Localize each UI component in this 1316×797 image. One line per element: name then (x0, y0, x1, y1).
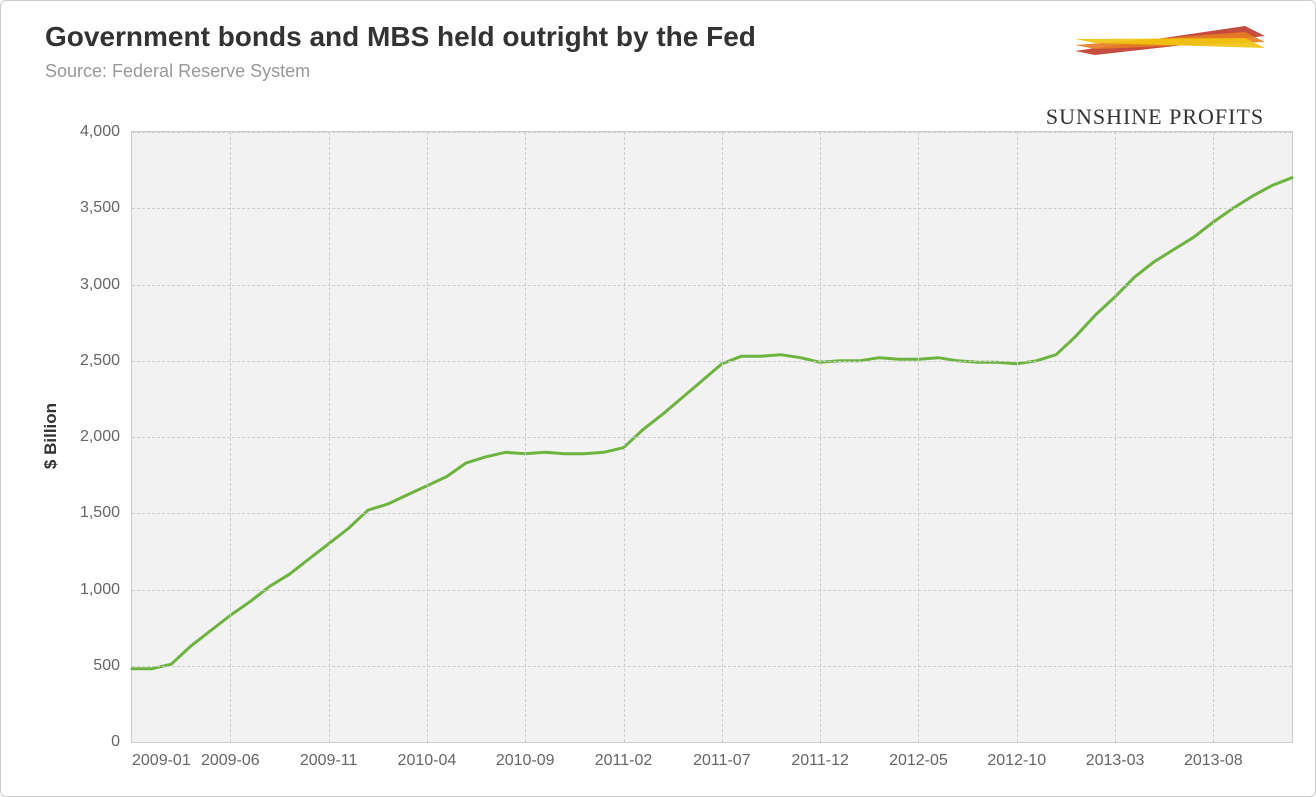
gridline-horizontal (132, 285, 1292, 286)
chart-subtitle: Source: Federal Reserve System (45, 61, 310, 82)
x-tick-label: 2012-10 (987, 752, 1046, 770)
logo-swoosh-icon (1015, 21, 1295, 61)
y-tick-label: 3,500 (80, 199, 120, 217)
gridline-horizontal (132, 590, 1292, 591)
gridline-vertical (1115, 132, 1116, 742)
gridline-horizontal (132, 666, 1292, 667)
x-tick-label: 2011-12 (791, 752, 849, 770)
y-tick-label: 2,500 (80, 352, 120, 370)
gridline-vertical (230, 132, 231, 742)
gridline-horizontal (132, 513, 1292, 514)
gridline-vertical (329, 132, 330, 742)
x-tick-label: 2009-06 (201, 752, 260, 770)
logo-brand-text: SUNSHINE PROFITS (1015, 104, 1295, 130)
gridline-vertical (427, 132, 428, 742)
chart-frame: Government bonds and MBS held outright b… (0, 0, 1316, 797)
y-tick-label: 500 (93, 657, 120, 675)
x-tick-label: 2010-09 (496, 752, 555, 770)
gridline-vertical (1213, 132, 1214, 742)
x-tick-label: 2009-11 (300, 752, 358, 770)
logo: SUNSHINE PROFITS Tools for Effective Gol… (1015, 21, 1295, 111)
gridline-vertical (1017, 132, 1018, 742)
x-tick-label: 2009-01 (132, 752, 191, 770)
x-tick-label: 2013-03 (1086, 752, 1145, 770)
gridline-vertical (624, 132, 625, 742)
y-tick-label: 2,000 (80, 428, 120, 446)
gridline-horizontal (132, 437, 1292, 438)
gridline-vertical (525, 132, 526, 742)
gridline-horizontal (132, 132, 1292, 133)
y-tick-label: 4,000 (80, 123, 120, 141)
x-tick-label: 2013-08 (1184, 752, 1243, 770)
x-tick-label: 2011-07 (693, 752, 751, 770)
gridline-vertical (820, 132, 821, 742)
x-tick-label: 2010-04 (398, 752, 457, 770)
y-tick-label: 3,000 (80, 276, 120, 294)
y-tick-label: 0 (111, 733, 120, 751)
plot-area: 05001,0001,5002,0002,5003,0003,5004,0002… (131, 131, 1293, 743)
y-tick-label: 1,500 (80, 504, 120, 522)
x-tick-label: 2011-02 (595, 752, 653, 770)
y-axis-label: $ Billion (41, 403, 61, 469)
chart-title: Government bonds and MBS held outright b… (45, 21, 756, 53)
gridline-vertical (918, 132, 919, 742)
y-tick-label: 1,000 (80, 581, 120, 599)
x-tick-label: 2012-05 (889, 752, 948, 770)
gridline-horizontal (132, 361, 1292, 362)
gridline-horizontal (132, 208, 1292, 209)
gridline-vertical (722, 132, 723, 742)
